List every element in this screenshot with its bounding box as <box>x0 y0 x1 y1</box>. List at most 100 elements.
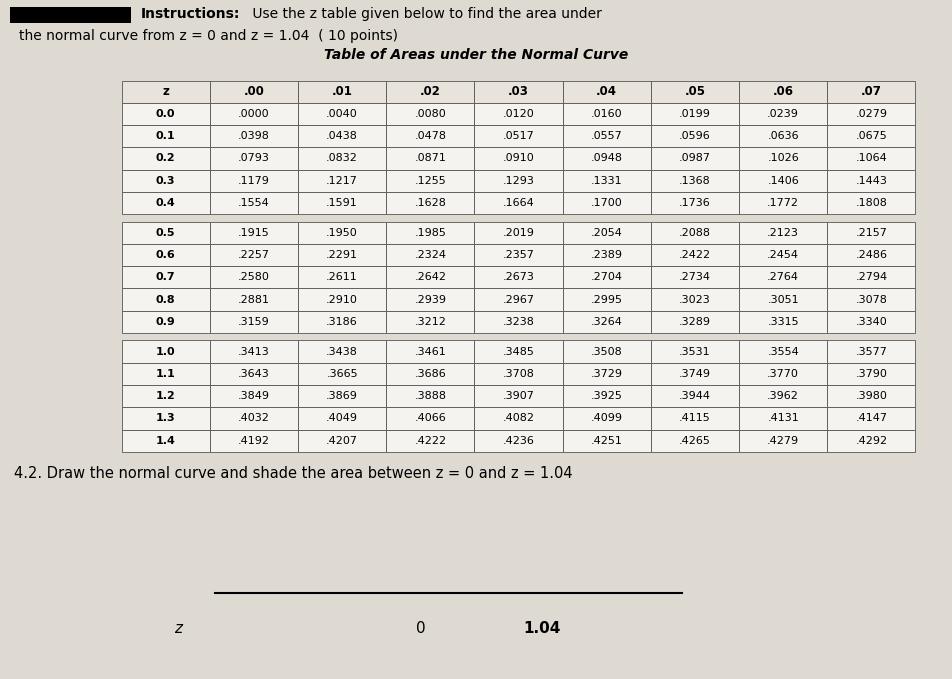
Bar <box>826 363 915 385</box>
Text: 1.0: 1.0 <box>156 346 175 356</box>
Bar <box>650 221 738 244</box>
Text: .4131: .4131 <box>766 414 798 424</box>
Bar <box>562 125 650 147</box>
Text: .06: .06 <box>772 85 793 98</box>
Text: .3186: .3186 <box>326 317 358 327</box>
Bar <box>474 125 562 147</box>
Text: .2939: .2939 <box>414 295 446 305</box>
Bar <box>298 266 386 289</box>
Bar <box>562 147 650 170</box>
Bar <box>826 385 915 407</box>
Text: .2764: .2764 <box>766 272 799 282</box>
Text: .0871: .0871 <box>414 153 446 164</box>
Text: .2611: .2611 <box>326 272 358 282</box>
Bar <box>738 81 826 103</box>
Bar <box>738 340 826 363</box>
Bar <box>122 221 209 244</box>
Bar <box>386 289 474 311</box>
Text: .1554: .1554 <box>238 198 269 208</box>
Bar <box>298 244 386 266</box>
Text: .1179: .1179 <box>238 176 269 186</box>
Text: .0832: .0832 <box>326 153 358 164</box>
Bar <box>562 244 650 266</box>
Bar <box>209 192 298 214</box>
Text: .3980: .3980 <box>855 391 886 401</box>
Bar <box>209 289 298 311</box>
Text: .1591: .1591 <box>326 198 358 208</box>
Bar <box>209 363 298 385</box>
Text: .3485: .3485 <box>502 346 534 356</box>
Text: .0636: .0636 <box>766 131 798 141</box>
Text: .0120: .0120 <box>502 109 534 119</box>
Bar <box>298 103 386 125</box>
Text: .2324: .2324 <box>414 250 446 260</box>
Bar <box>386 221 474 244</box>
Text: .4279: .4279 <box>766 436 799 445</box>
Text: .0517: .0517 <box>502 131 534 141</box>
Text: .2088: .2088 <box>678 227 710 238</box>
Text: .2995: .2995 <box>590 295 622 305</box>
Bar <box>298 430 386 452</box>
Bar <box>10 7 130 23</box>
Bar <box>826 125 915 147</box>
Text: Use the z table given below to find the area under: Use the z table given below to find the … <box>248 7 601 21</box>
Text: .1064: .1064 <box>855 153 886 164</box>
Text: .2123: .2123 <box>766 227 798 238</box>
Bar <box>562 289 650 311</box>
Bar <box>122 407 209 430</box>
Bar <box>738 407 826 430</box>
Bar <box>386 385 474 407</box>
Bar <box>122 385 209 407</box>
Bar <box>650 125 738 147</box>
Text: .3051: .3051 <box>766 295 798 305</box>
Bar <box>650 170 738 192</box>
Bar <box>738 244 826 266</box>
Text: .4251: .4251 <box>590 436 622 445</box>
Bar <box>562 385 650 407</box>
Text: 1.1: 1.1 <box>156 369 175 379</box>
Bar <box>122 81 209 103</box>
Bar <box>738 221 826 244</box>
Text: 0: 0 <box>415 621 425 636</box>
Bar <box>298 340 386 363</box>
Bar <box>386 340 474 363</box>
Text: 1.2: 1.2 <box>156 391 175 401</box>
Text: .3078: .3078 <box>855 295 886 305</box>
Bar <box>386 311 474 333</box>
Bar <box>650 103 738 125</box>
Bar <box>386 170 474 192</box>
Bar <box>650 340 738 363</box>
Text: 0.4: 0.4 <box>156 198 175 208</box>
Bar <box>562 430 650 452</box>
Text: .03: .03 <box>507 85 528 98</box>
Text: .0910: .0910 <box>502 153 534 164</box>
Bar <box>826 221 915 244</box>
Bar <box>826 170 915 192</box>
Text: .3749: .3749 <box>678 369 710 379</box>
Bar <box>738 311 826 333</box>
Bar <box>738 289 826 311</box>
Bar <box>826 340 915 363</box>
Text: .0793: .0793 <box>238 153 269 164</box>
Text: .4222: .4222 <box>414 436 446 445</box>
Bar <box>738 192 826 214</box>
Bar <box>650 266 738 289</box>
Text: Instructions:: Instructions: <box>140 7 239 21</box>
Text: .4147: .4147 <box>855 414 886 424</box>
Text: .0000: .0000 <box>238 109 269 119</box>
Text: the normal curve from z = 0 and z = 1.04  ( 10 points): the normal curve from z = 0 and z = 1.04… <box>19 29 397 43</box>
Text: .2673: .2673 <box>502 272 534 282</box>
Bar <box>826 147 915 170</box>
Text: 4.2. Draw the normal curve and shade the area between z = 0 and z = 1.04: 4.2. Draw the normal curve and shade the… <box>14 466 572 481</box>
Bar <box>209 407 298 430</box>
Text: .0987: .0987 <box>678 153 710 164</box>
Text: .0199: .0199 <box>678 109 710 119</box>
Bar <box>474 103 562 125</box>
Bar <box>386 125 474 147</box>
Bar <box>298 147 386 170</box>
Text: .0438: .0438 <box>326 131 358 141</box>
Bar <box>298 289 386 311</box>
Text: .04: .04 <box>596 85 617 98</box>
Text: .4265: .4265 <box>678 436 710 445</box>
Bar <box>122 311 209 333</box>
